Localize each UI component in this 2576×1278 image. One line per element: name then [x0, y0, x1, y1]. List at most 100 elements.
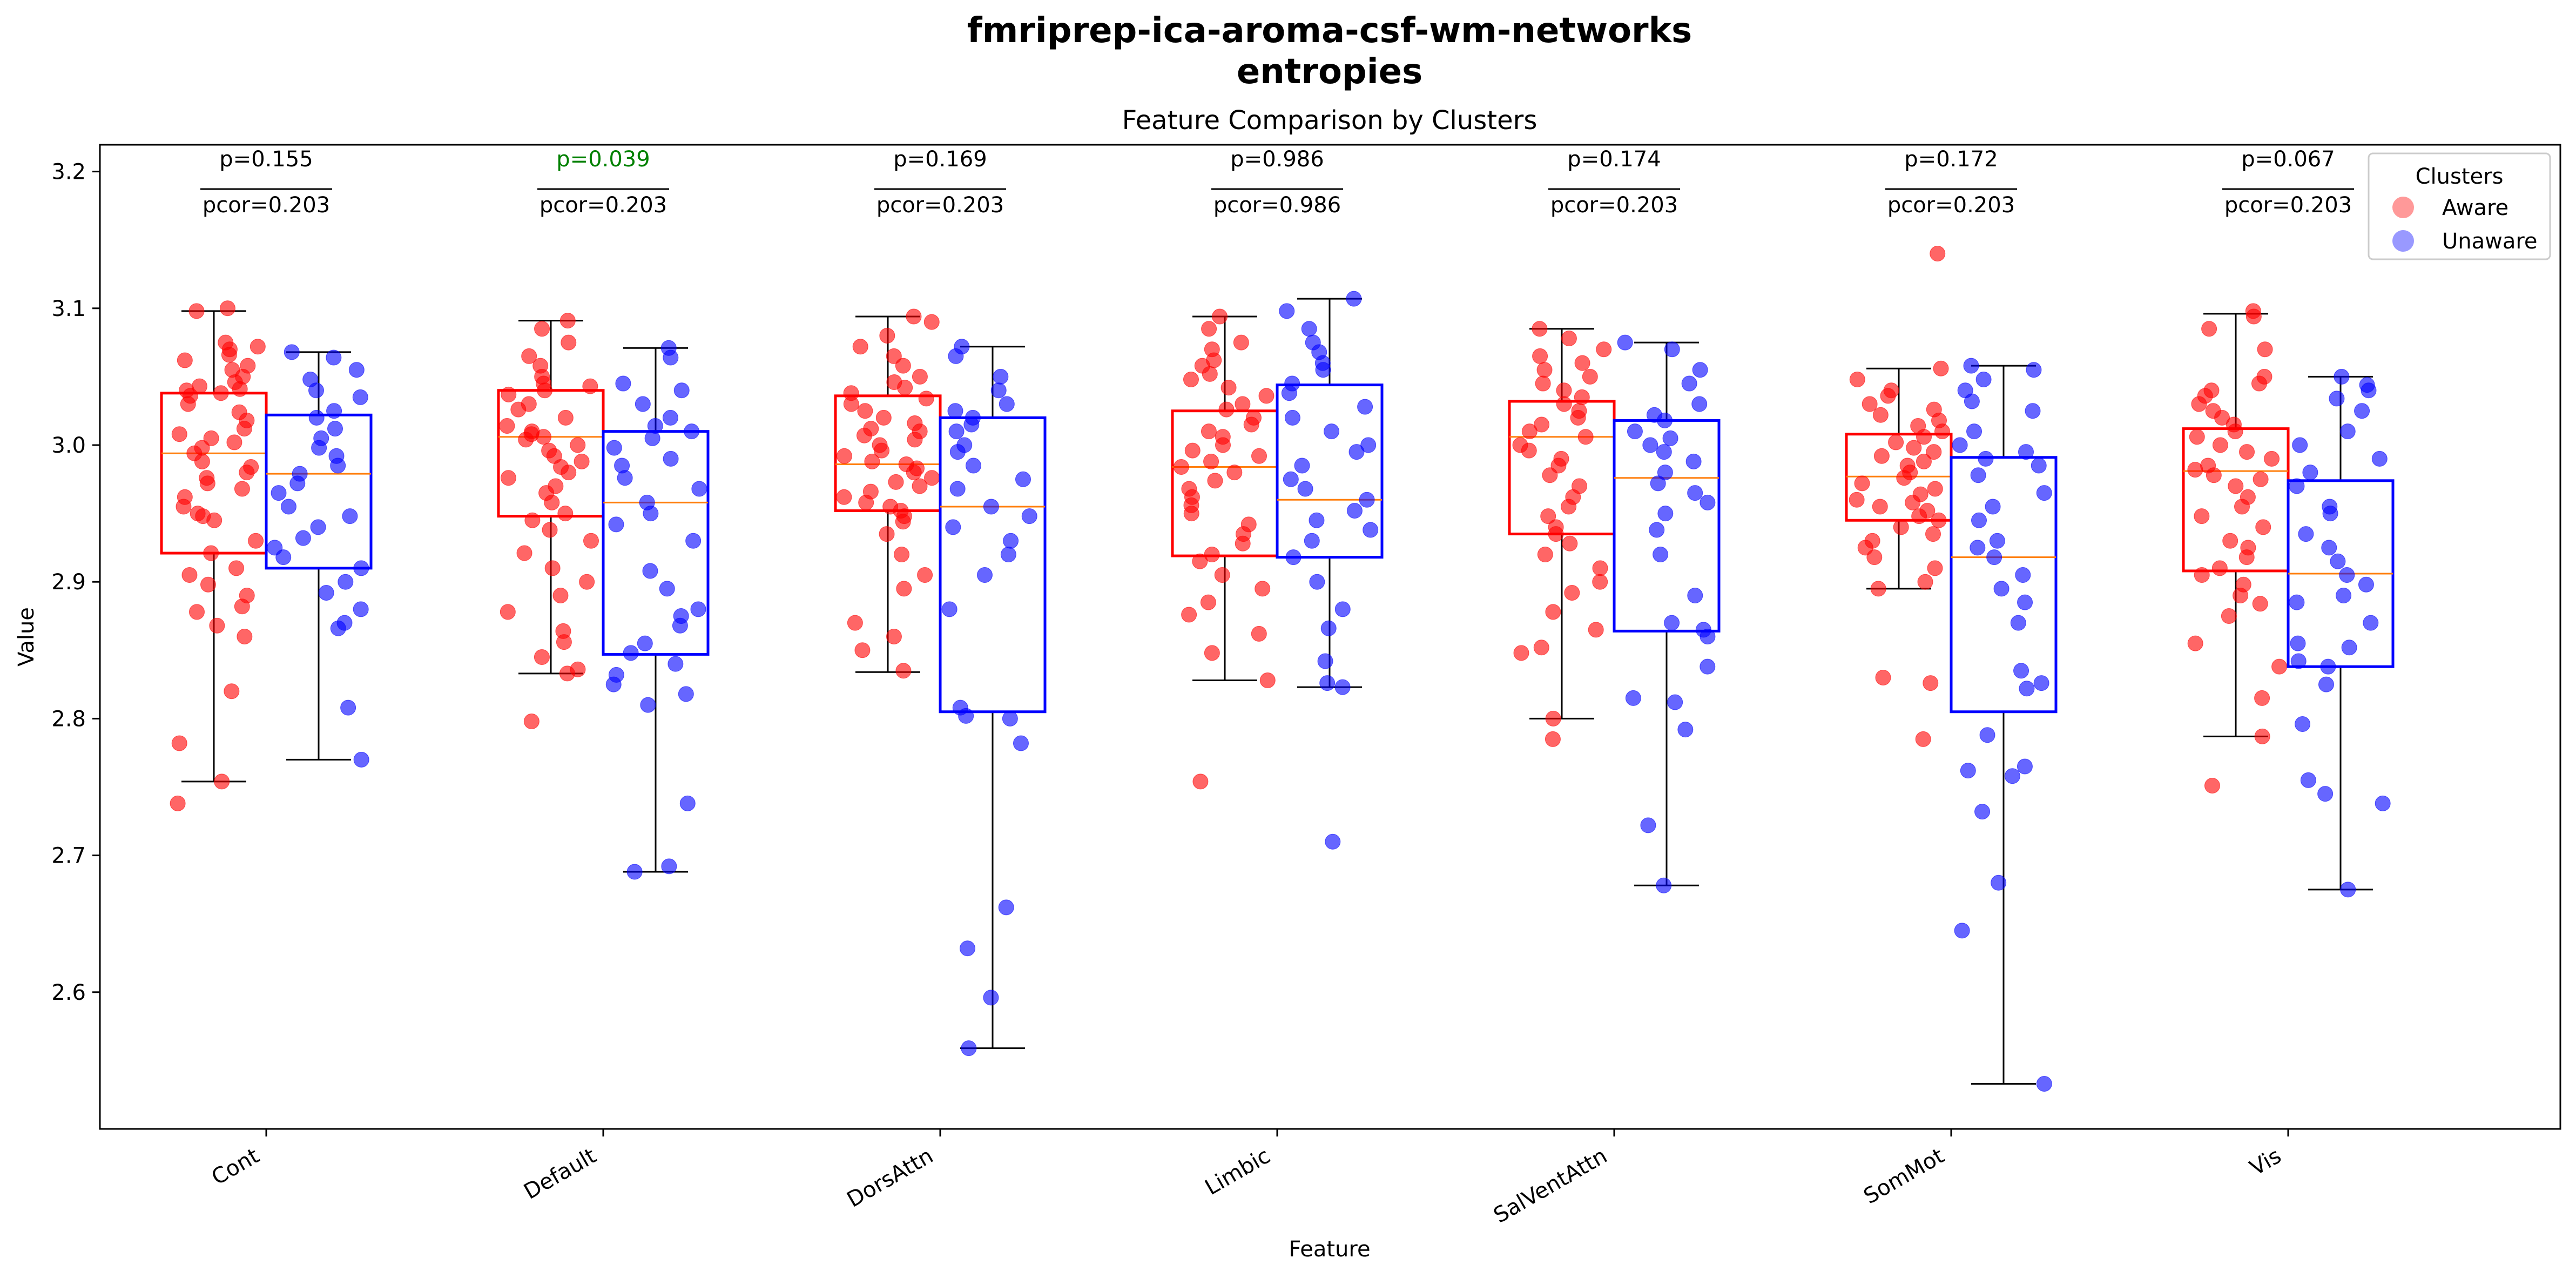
- data-point: [239, 465, 255, 481]
- data-point: [1687, 588, 1703, 604]
- pcor-label: pcor=0.203: [540, 193, 667, 218]
- data-point: [856, 427, 872, 443]
- data-point: [209, 617, 225, 634]
- data-point: [2031, 458, 2047, 474]
- data-point: [221, 347, 237, 363]
- data-point: [2363, 615, 2379, 631]
- data-point: [1359, 492, 1375, 508]
- data-point: [1173, 459, 1189, 475]
- data-point: [1000, 547, 1016, 563]
- data-point: [858, 494, 874, 510]
- data-point: [673, 382, 690, 399]
- box-group-unaware-default: [602, 340, 710, 880]
- data-point: [1233, 334, 1249, 351]
- data-point: [353, 601, 369, 617]
- data-point: [2214, 409, 2230, 426]
- data-point: [2187, 635, 2203, 651]
- data-point: [1875, 669, 1891, 685]
- data-point: [2289, 478, 2305, 494]
- suptitle-line-2: entropies: [1237, 52, 1422, 92]
- data-point: [2317, 786, 2334, 802]
- data-point: [570, 437, 586, 453]
- annotation-vis: p=0.067 pcor=0.203: [2222, 147, 2354, 218]
- box-unaware-limbic: [1276, 384, 1384, 559]
- data-point: [2228, 478, 2244, 494]
- data-point: [2019, 681, 2035, 697]
- data-point: [2239, 444, 2255, 460]
- data-point: [1872, 499, 1888, 515]
- data-point: [180, 396, 196, 412]
- data-point: [326, 349, 342, 366]
- data-point: [582, 378, 598, 394]
- data-point: [170, 795, 186, 811]
- data-point: [2298, 526, 2314, 542]
- legend: Clusters Aware Unaware: [2368, 152, 2551, 260]
- data-point: [1021, 508, 1037, 524]
- data-point: [1657, 412, 1673, 428]
- data-point: [1202, 366, 1218, 382]
- data-point: [2375, 795, 2391, 811]
- data-point: [199, 475, 215, 492]
- legend-label-unaware: Unaware: [2442, 229, 2538, 254]
- data-point: [1251, 448, 1267, 464]
- y-tick-label-4: 3.0: [51, 433, 86, 458]
- data-point: [1013, 735, 1029, 751]
- data-point: [1989, 533, 2005, 549]
- data-point: [330, 458, 346, 474]
- data-point: [1304, 533, 1320, 549]
- data-point: [635, 396, 651, 412]
- data-point: [561, 334, 577, 351]
- data-point: [897, 380, 913, 396]
- data-point: [510, 401, 527, 418]
- data-point: [2204, 777, 2220, 793]
- data-point: [1183, 371, 1199, 387]
- data-point: [1685, 453, 1702, 469]
- data-point: [228, 560, 245, 576]
- data-point: [993, 368, 1009, 385]
- data-point: [983, 990, 999, 1006]
- data-point: [1664, 615, 1680, 631]
- box-group-aware-cont: [160, 300, 268, 811]
- data-point: [1934, 423, 1951, 440]
- pcor-label: pcor=0.203: [1550, 193, 1678, 218]
- data-point: [1931, 512, 1947, 528]
- data-point: [605, 676, 622, 692]
- data-point: [1281, 385, 1297, 401]
- data-point: [232, 381, 248, 397]
- data-point: [2358, 576, 2374, 593]
- chart-title: Feature Comparison by Clusters: [1122, 105, 1537, 136]
- data-point: [1960, 763, 1976, 779]
- data-point: [2187, 462, 2203, 478]
- data-point: [1220, 380, 1237, 396]
- data-point: [661, 858, 677, 875]
- data-point: [234, 481, 250, 497]
- data-point: [2194, 567, 2210, 583]
- data-point: [690, 601, 706, 617]
- data-point: [912, 478, 928, 494]
- data-point: [1954, 923, 1970, 939]
- data-point: [923, 314, 940, 330]
- data-point: [1532, 321, 1548, 337]
- data-point: [1251, 625, 1267, 642]
- data-point: [2255, 519, 2271, 535]
- data-point: [2233, 588, 2249, 604]
- data-point: [643, 506, 659, 522]
- pcor-label: pcor=0.203: [2224, 193, 2352, 218]
- data-point: [1979, 727, 1995, 743]
- data-point: [1574, 355, 1590, 371]
- data-point: [574, 453, 590, 469]
- data-point: [1640, 817, 1656, 833]
- data-point: [1545, 604, 1561, 620]
- data-point: [1319, 675, 1336, 691]
- data-point: [2189, 429, 2205, 445]
- data-point: [1537, 547, 1553, 563]
- data-point: [1657, 465, 1673, 481]
- data-point: [1911, 508, 1927, 524]
- data-point: [983, 499, 999, 515]
- data-point: [1854, 475, 1870, 492]
- data-point: [1916, 429, 1932, 445]
- data-point: [2252, 596, 2268, 612]
- data-point: [2245, 308, 2262, 325]
- data-point: [1334, 601, 1351, 617]
